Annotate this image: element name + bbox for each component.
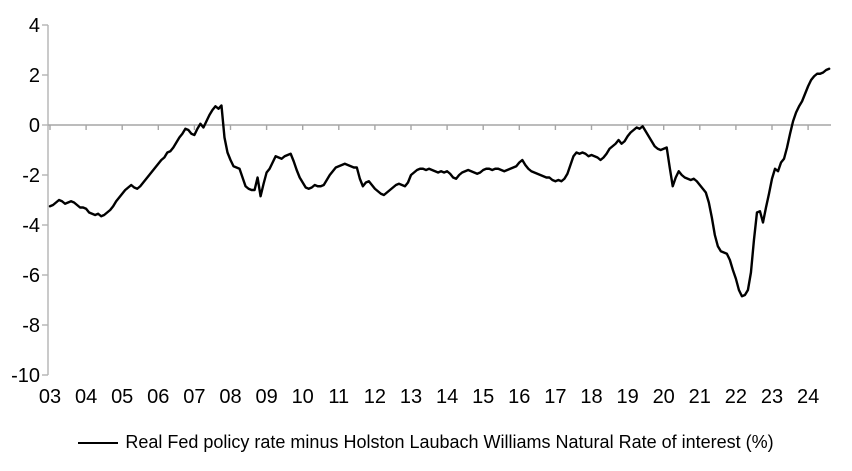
y-axis-tick-label: 0 <box>29 115 40 137</box>
y-axis-tick-label: -8 <box>22 315 40 337</box>
x-axis-tick-label: 24 <box>797 386 819 408</box>
x-axis-tick-label: 23 <box>761 386 783 408</box>
y-axis-tick-label: -6 <box>22 265 40 287</box>
y-axis-tick-label: -10 <box>11 365 40 387</box>
legend-line-swatch <box>78 441 119 444</box>
y-axis-tick-label: 4 <box>29 15 40 37</box>
x-axis-tick-label: 06 <box>147 386 169 408</box>
legend-label: Real Fed policy rate minus Holston Lauba… <box>125 432 774 452</box>
y-axis-tick-label: -2 <box>22 165 40 187</box>
x-axis-tick-label: 11 <box>328 386 349 408</box>
x-axis-tick-label: 08 <box>219 386 241 408</box>
x-axis-tick-label: 21 <box>689 386 711 408</box>
data-series-line <box>48 67 831 298</box>
y-axis-tick-label: 2 <box>29 65 40 87</box>
chart-legend: Real Fed policy rate minus Holston Lauba… <box>0 432 852 453</box>
x-axis-tick-label: 05 <box>111 386 133 408</box>
x-axis-tick-label: 10 <box>292 386 314 408</box>
x-axis-tick-label: 14 <box>436 386 458 408</box>
x-axis-tick-label: 22 <box>725 386 747 408</box>
x-axis-tick-label: 15 <box>472 386 494 408</box>
x-axis-tick-label: 16 <box>508 386 530 408</box>
x-axis-tick-label: 09 <box>255 386 277 408</box>
x-axis-tick-label: 07 <box>183 386 205 408</box>
x-axis-tick-label: 19 <box>616 386 638 408</box>
y-axis-tick-label: -4 <box>22 215 40 237</box>
x-axis-tick-label: 20 <box>653 386 675 408</box>
x-axis-tick-label: 18 <box>580 386 602 408</box>
x-axis-tick-label: 04 <box>75 386 97 408</box>
x-axis-tick-label: 12 <box>364 386 386 408</box>
x-axis-tick-label: 17 <box>544 386 566 408</box>
x-axis-tick-label: 13 <box>400 386 422 408</box>
x-axis-tick-label: 03 <box>39 386 61 408</box>
